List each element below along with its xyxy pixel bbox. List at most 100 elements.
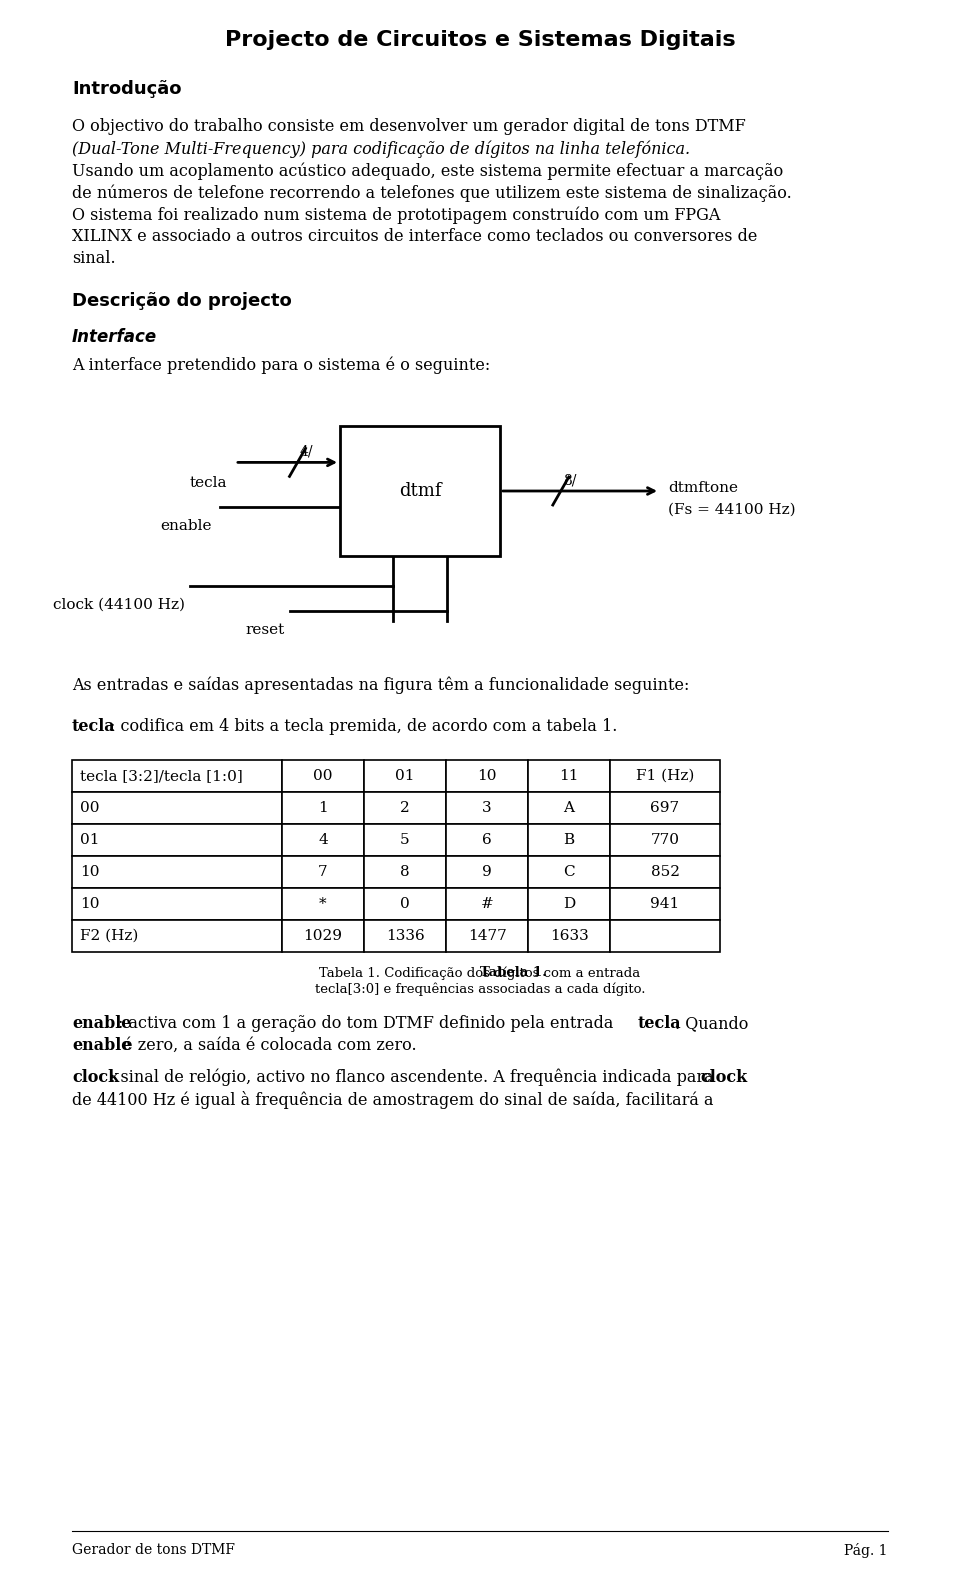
Bar [72, 824, 282, 856]
Bar [610, 791, 720, 824]
Bar [446, 920, 528, 952]
Bar [72, 760, 282, 791]
Bar [282, 856, 364, 889]
Bar [282, 791, 364, 824]
Text: Descrição do projecto: Descrição do projecto [72, 293, 292, 310]
Text: reset: reset [246, 623, 285, 637]
Text: enable: enable [72, 1015, 132, 1032]
Text: 770: 770 [651, 834, 680, 846]
Text: clock (44100 Hz): clock (44100 Hz) [53, 598, 185, 612]
Bar [528, 856, 610, 889]
Text: 9: 9 [482, 865, 492, 879]
Text: *: * [319, 897, 326, 911]
Text: D: D [563, 897, 575, 911]
Text: . Quando: . Quando [675, 1015, 749, 1032]
Text: Gerador de tons DTMF: Gerador de tons DTMF [72, 1543, 235, 1557]
Text: 8: 8 [400, 865, 410, 879]
Bar [364, 824, 446, 856]
Text: 01: 01 [80, 834, 100, 846]
Text: 10: 10 [477, 769, 496, 783]
Bar [610, 760, 720, 791]
Text: O sistema foi realizado num sistema de prototipagem construído com um FPGA: O sistema foi realizado num sistema de p… [72, 206, 720, 223]
Bar [364, 760, 446, 791]
Bar [282, 824, 364, 856]
Text: XILINX e associado a outros circuitos de interface como teclados ou conversores : XILINX e associado a outros circuitos de… [72, 228, 757, 245]
Text: A interface pretendido para o sistema é o seguinte:: A interface pretendido para o sistema é … [72, 355, 491, 373]
Bar [72, 889, 282, 920]
Bar [364, 856, 446, 889]
Text: enable: enable [72, 1037, 132, 1054]
Text: 00: 00 [80, 801, 100, 815]
Bar [72, 920, 282, 952]
Text: tecla: tecla [72, 717, 115, 735]
Bar [528, 791, 610, 824]
Text: As entradas e saídas apresentadas na figura têm a funcionalidade seguinte:: As entradas e saídas apresentadas na fig… [72, 676, 689, 694]
Text: B: B [564, 834, 575, 846]
Bar [72, 791, 282, 824]
Text: 01: 01 [396, 769, 415, 783]
Bar [528, 824, 610, 856]
Text: clock: clock [72, 1070, 119, 1085]
Text: O objectivo do trabalho consiste em desenvolver um gerador digital de tons DTMF: O objectivo do trabalho consiste em dese… [72, 118, 746, 135]
Text: Tabela 1. Codificação dos dígitos com a entrada: Tabela 1. Codificação dos dígitos com a … [320, 966, 640, 980]
Bar [282, 920, 364, 952]
Text: 00: 00 [313, 769, 333, 783]
Text: Usando um acoplamento acústico adequado, este sistema permite efectuar a marcaçã: Usando um acoplamento acústico adequado,… [72, 162, 783, 179]
Text: 6: 6 [482, 834, 492, 846]
Bar [282, 760, 364, 791]
Text: dtmf: dtmf [398, 481, 442, 500]
Bar [610, 856, 720, 889]
Text: sinal.: sinal. [72, 250, 115, 267]
Bar [72, 856, 282, 889]
Bar [364, 791, 446, 824]
Bar [364, 889, 446, 920]
Text: : codifica em 4 bits a tecla premida, de acordo com a tabela 1.: : codifica em 4 bits a tecla premida, de… [110, 717, 617, 735]
Bar [528, 889, 610, 920]
Text: dtmftone: dtmftone [668, 481, 738, 495]
Text: F2 (Hz): F2 (Hz) [80, 930, 138, 942]
Text: tecla [3:2]/tecla [1:0]: tecla [3:2]/tecla [1:0] [80, 769, 243, 783]
Text: 4/: 4/ [300, 445, 313, 458]
Text: A: A [564, 801, 574, 815]
Text: 7: 7 [318, 865, 327, 879]
Text: 11: 11 [560, 769, 579, 783]
Text: 3: 3 [482, 801, 492, 815]
Text: Pág. 1: Pág. 1 [845, 1543, 888, 1557]
Bar [446, 856, 528, 889]
Text: : sinal de relógio, activo no flanco ascendente. A frequência indicada para: : sinal de relógio, activo no flanco asc… [110, 1070, 719, 1087]
Bar [610, 920, 720, 952]
Text: 8/: 8/ [563, 473, 576, 488]
Bar [528, 760, 610, 791]
Text: Projecto de Circuitos e Sistemas Digitais: Projecto de Circuitos e Sistemas Digitai… [225, 30, 735, 50]
Text: 4: 4 [318, 834, 328, 846]
Text: #: # [481, 897, 493, 911]
Text: tecla[3:0] e frequências associadas a cada dígito.: tecla[3:0] e frequências associadas a ca… [315, 983, 645, 997]
Text: C: C [564, 865, 575, 879]
Text: Introdução: Introdução [72, 80, 181, 98]
Text: 852: 852 [651, 865, 680, 879]
Bar [610, 889, 720, 920]
Text: 1: 1 [318, 801, 328, 815]
Bar [446, 824, 528, 856]
Text: tecla: tecla [189, 477, 227, 491]
Bar [610, 824, 720, 856]
Text: 2: 2 [400, 801, 410, 815]
Text: 1029: 1029 [303, 930, 343, 942]
Bar [446, 791, 528, 824]
Text: F1 (Hz): F1 (Hz) [636, 769, 694, 783]
Bar [282, 889, 364, 920]
Text: de 44100 Hz é igual à frequência de amostragem do sinal de saída, facilitará a: de 44100 Hz é igual à frequência de amos… [72, 1092, 713, 1109]
Bar [364, 920, 446, 952]
Bar [340, 426, 500, 555]
Text: 1336: 1336 [386, 930, 424, 942]
Text: (Dual-Tone Multi-Frequency) para codificação de dígitos na linha telefónica.: (Dual-Tone Multi-Frequency) para codific… [72, 140, 690, 157]
Text: 10: 10 [80, 897, 100, 911]
Text: : activa com 1 a geração do tom DTMF definido pela entrada: : activa com 1 a geração do tom DTMF def… [118, 1015, 618, 1032]
Text: é zero, a saída é colocada com zero.: é zero, a saída é colocada com zero. [118, 1037, 417, 1054]
Text: enable: enable [160, 519, 212, 533]
Text: 1633: 1633 [550, 930, 588, 942]
Text: 5: 5 [400, 834, 410, 846]
Text: (Fs = 44100 Hz): (Fs = 44100 Hz) [668, 503, 796, 518]
Text: Tabela 1.: Tabela 1. [480, 966, 547, 978]
Text: de números de telefone recorrendo a telefones que utilizem este sistema de sinal: de números de telefone recorrendo a tele… [72, 184, 792, 201]
